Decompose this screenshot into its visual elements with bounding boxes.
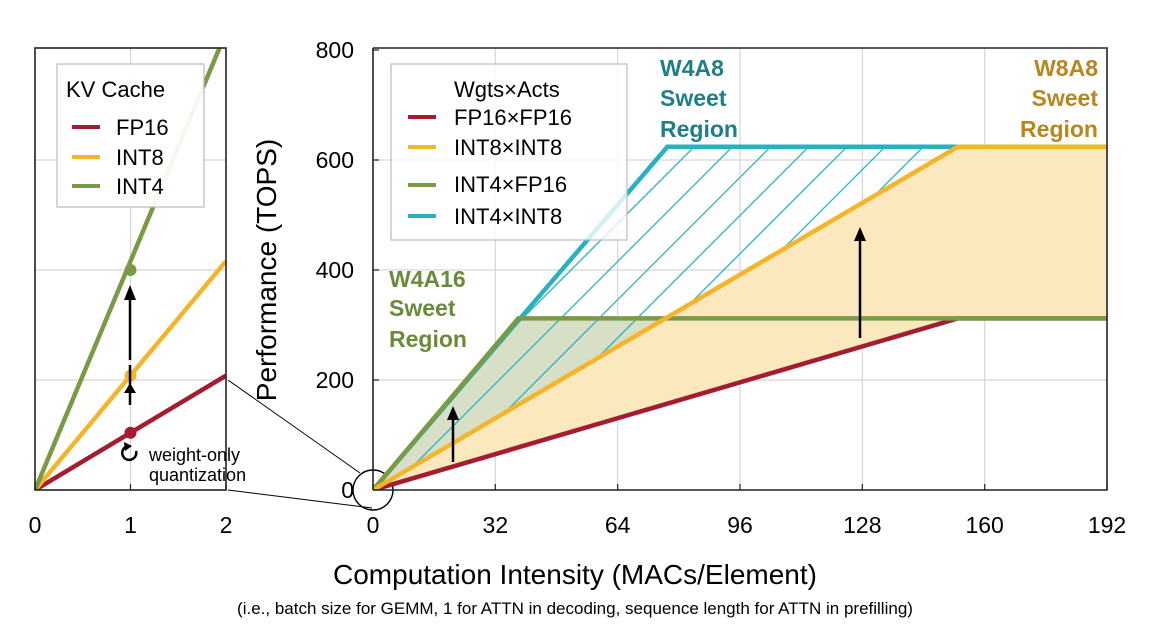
w4a16-line-3: Region — [389, 326, 467, 352]
arrow-head-icon — [124, 285, 136, 300]
region-label-w4a16: W4A16 Sweet Region — [389, 266, 467, 352]
kv-upgrade-arrows — [124, 285, 136, 405]
kv-legend-entry-fp16: FP16 — [116, 115, 169, 140]
kv-cache-legend: KV Cache FP16 INT8 INT4 — [56, 63, 205, 208]
x-axis-note: (i.e., batch size for GEMM, 1 for ATTN i… — [237, 599, 913, 618]
legend-entry-int8xint8: INT8×INT8 — [454, 135, 562, 160]
line-int8-int8 — [373, 144, 1107, 490]
roofline-y-ticks: 0 200 400 600 800 — [316, 37, 379, 503]
xtick-label-0: 0 — [367, 512, 380, 538]
kv-legend-entry-int8: INT8 — [116, 145, 164, 170]
roofline-x-ticks: 0 32 64 96 128 160 192 — [367, 484, 1126, 538]
kv-legend-title: KV Cache — [66, 77, 165, 102]
ytick-label-800: 800 — [316, 37, 354, 63]
kv-marker-fp16 — [124, 426, 137, 439]
rotate-arrow-head-icon — [124, 442, 132, 451]
ytick-label-200: 200 — [316, 367, 354, 393]
ytick-label-600: 600 — [316, 147, 354, 173]
x-axis-title: Computation Intensity (MACs/Element) — [333, 559, 817, 590]
region-label-w8a8: W8A8 Sweet Region — [1020, 55, 1098, 142]
ytick-label-400: 400 — [316, 257, 354, 283]
roofline-lines — [373, 144, 1107, 490]
w4a8-line-1: W4A8 — [660, 55, 724, 81]
w4a8-line-2: Sweet — [660, 85, 727, 111]
weight-only-label-2: quantization — [149, 465, 246, 485]
arrow-head-icon — [124, 383, 136, 393]
kv-legend-entry-int4: INT4 — [116, 174, 164, 199]
kv-xtick-label: 0 — [29, 512, 42, 538]
line-int4-fp16 — [373, 316, 1107, 490]
roofline-arrows — [447, 227, 866, 462]
w4a16-line-1: W4A16 — [389, 266, 466, 292]
xtick-label-96: 96 — [727, 512, 753, 538]
w4a8-line-3: Region — [660, 116, 738, 142]
ytick-label-0: 0 — [341, 477, 354, 503]
weight-only-note: weight-only quantization — [121, 442, 246, 485]
weight-only-label-1: weight-only — [148, 445, 240, 465]
kv-xtick-label: 2 — [220, 512, 233, 538]
kv-marker-int4 — [124, 264, 137, 276]
kv-cache-x-ticks: 0 1 2 — [29, 484, 233, 538]
xtick-label-32: 32 — [483, 512, 509, 538]
kv-xtick-label: 1 — [124, 512, 137, 538]
y-axis-title: Performance (TOPS) — [251, 139, 282, 401]
arrow-head-icon — [854, 227, 866, 241]
w8a8-line-2: Sweet — [1032, 85, 1099, 111]
xtick-label-128: 128 — [843, 512, 881, 538]
region-label-w4a8: W4A8 Sweet Region — [660, 55, 738, 142]
xtick-label-192: 192 — [1088, 512, 1126, 538]
legend-entry-int4xfp16: INT4×FP16 — [454, 172, 567, 197]
zoom-connector-top — [227, 379, 361, 474]
xtick-label-160: 160 — [965, 512, 1003, 538]
xtick-label-64: 64 — [605, 512, 631, 538]
rotate-icon — [121, 444, 138, 462]
w8a8-line-3: Region — [1020, 116, 1098, 142]
w8a8-line-1: W8A8 — [1034, 55, 1098, 81]
zoom-connector-bottom — [227, 489, 373, 509]
arrow-head-icon — [447, 406, 459, 420]
roofline-legend: Wgts×Acts FP16×FP16 INT8×INT8 INT4×FP16 … — [390, 63, 628, 241]
kv-legend-box — [56, 63, 205, 208]
w4a16-line-2: Sweet — [389, 295, 456, 321]
roofline-legend-title: Wgts×Acts — [454, 77, 560, 102]
roofline-legend-box — [390, 63, 628, 241]
w4a8-region-hatch — [373, 146, 1107, 490]
legend-entry-int4xint8: INT4×INT8 — [454, 204, 562, 229]
legend-entry-fp16xfp16: FP16×FP16 — [454, 105, 572, 130]
